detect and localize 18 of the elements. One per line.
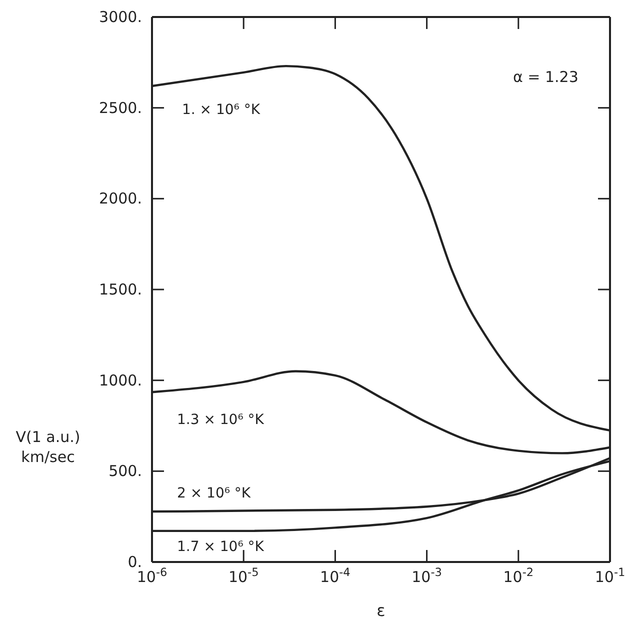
x-tick-label: 10$^{-5}$	[228, 566, 259, 586]
y-tick-label: 500.	[108, 462, 142, 480]
x-tick-label: 10$^{-4}$	[320, 566, 350, 586]
y-tick-label: 2000.	[99, 190, 142, 208]
x-tick-label: 10$^{-3}$	[412, 566, 442, 586]
y-tick-label: 1000.	[99, 371, 142, 390]
y-tick-label: 2500.	[99, 98, 142, 117]
y-tick-label: 1500.	[99, 280, 142, 298]
x-tick-label: 10$^{-1}$	[594, 566, 626, 586]
y-tick-label: 3000.	[99, 8, 142, 26]
x-tick-label: 10$^{-2}$	[503, 566, 534, 586]
series-label: 1.3 × 10⁶ °K	[177, 412, 265, 428]
y-axis-title: V(1 a.u.) km/sec	[16, 428, 80, 466]
series-label: 1. × 10⁶ °K	[182, 102, 261, 118]
annotation: α = 1.23	[513, 68, 578, 86]
series-label: 2 × 10⁶ °K	[177, 485, 252, 502]
x-axis-title: ε	[376, 601, 386, 620]
series-label: 1.7 × 10⁶ °K	[177, 538, 265, 555]
